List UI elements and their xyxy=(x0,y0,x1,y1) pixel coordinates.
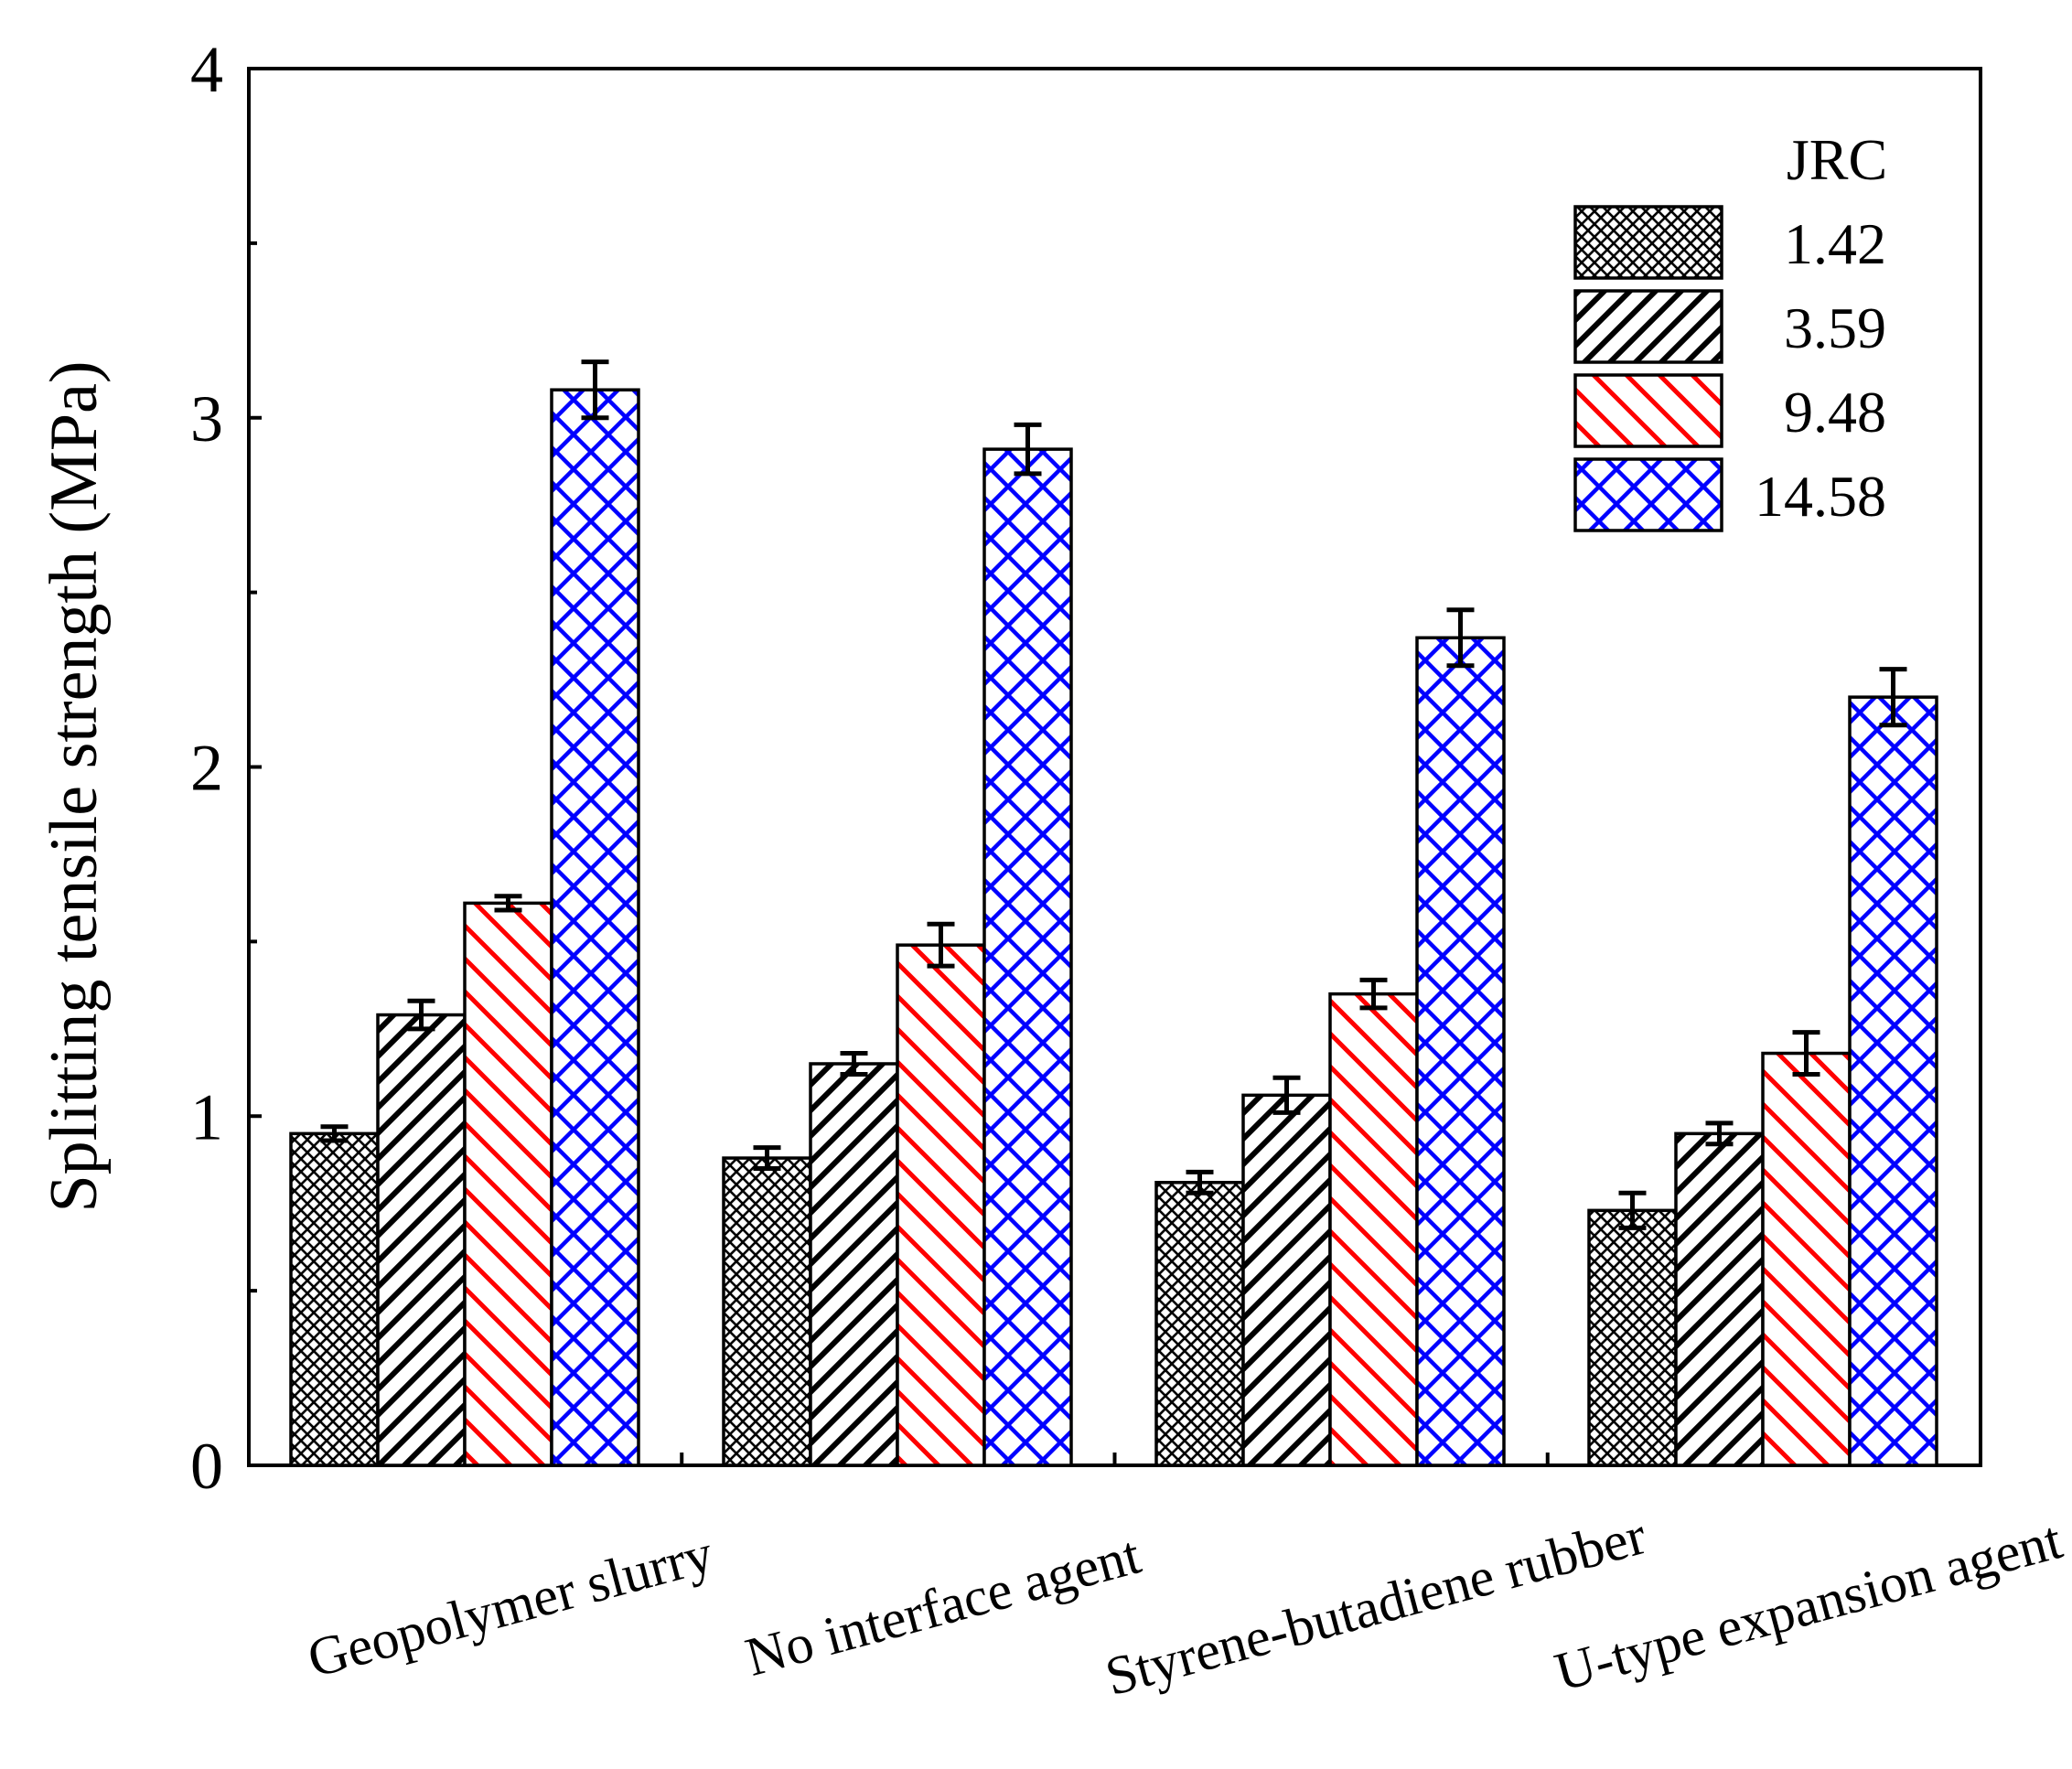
bar xyxy=(722,1156,812,1467)
bar xyxy=(1328,992,1419,1467)
bar xyxy=(1415,636,1506,1467)
y-tick-label: 0 xyxy=(190,1430,223,1503)
legend-swatch xyxy=(1573,205,1723,280)
y-axis-title: Splitting tensile strength (MPa) xyxy=(37,360,112,1212)
bar-series-group xyxy=(289,388,1938,1467)
bar xyxy=(809,1062,899,1467)
bar xyxy=(1761,1051,1852,1467)
y-tick-label: 1 xyxy=(190,1080,223,1153)
legend-swatch xyxy=(1573,457,1723,532)
x-category-label: No interface agent xyxy=(739,1524,1146,1688)
bar xyxy=(1587,1208,1678,1467)
y-tick-label: 3 xyxy=(190,382,223,456)
y-axis: 0 1 2 3 4 xyxy=(190,33,262,1503)
y-tick-label: 4 xyxy=(190,33,223,106)
bar xyxy=(982,447,1073,1467)
error-bar-group xyxy=(320,359,1907,1230)
bar xyxy=(1848,695,1938,1467)
legend-label: 9.48 xyxy=(1784,380,1886,445)
x-category-label: Geopolymer slurry xyxy=(302,1523,719,1689)
bar xyxy=(376,1013,467,1467)
legend-swatch xyxy=(1573,373,1723,448)
legend-label: 3.59 xyxy=(1784,295,1886,360)
y-tick-label: 2 xyxy=(190,732,223,805)
bar xyxy=(1241,1093,1332,1467)
legend-label: 14.58 xyxy=(1755,464,1886,529)
legend-title: JRC xyxy=(1787,127,1887,192)
bar xyxy=(1154,1181,1245,1467)
bar xyxy=(289,1131,380,1467)
x-axis: Geopolymer slurry No interface agentStyre… xyxy=(302,1453,2068,1707)
bar xyxy=(1674,1131,1765,1467)
legend-swatch xyxy=(1573,289,1723,364)
bar xyxy=(550,388,640,1467)
bar xyxy=(463,901,553,1467)
legend-label: 1.42 xyxy=(1784,211,1886,276)
legend: JRC 1.42 3.59 9.48 14.58 xyxy=(1573,127,1887,532)
bar xyxy=(896,943,986,1467)
